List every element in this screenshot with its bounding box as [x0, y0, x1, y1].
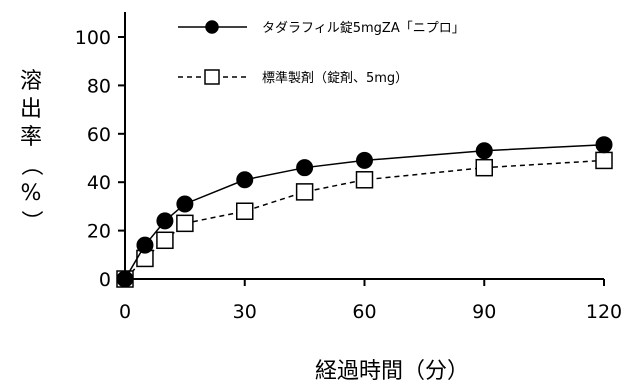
- y-ticks: 0 20 40 60 80 100: [75, 27, 125, 291]
- y-tick-label: 80: [87, 75, 111, 97]
- series-1: [116, 136, 613, 288]
- y-axis-title-char-2: 出: [20, 97, 42, 122]
- y-tick-label: 0: [99, 269, 111, 291]
- series-2-point: [595, 151, 613, 170]
- series-2-point: [236, 202, 254, 220]
- series-1-point: [116, 270, 134, 288]
- x-axis-title: 経過時間（分）: [315, 359, 469, 384]
- legend-label-series-1: タダラフィル錠5mgZA「ニプロ」: [262, 21, 465, 36]
- x-tick-label: 120: [586, 301, 622, 323]
- legend-label-series-2: 標準製剤（錠剤、5mg）: [262, 70, 408, 86]
- y-axis-title-char-4: （: [18, 154, 43, 176]
- series-2-point: [176, 214, 194, 233]
- y-tick-label: 60: [87, 124, 111, 146]
- x-tick-label: 90: [472, 301, 496, 323]
- series-1-point: [356, 151, 373, 169]
- y-axis-title-char-3: 率: [20, 125, 42, 150]
- series-1-point: [156, 212, 174, 230]
- y-tick-label: 20: [87, 221, 111, 243]
- series-layer: [116, 136, 613, 288]
- y-axis-title-char-5: %: [21, 181, 42, 206]
- y-tick-label: 40: [87, 172, 111, 194]
- legend: タダラフィル錠5mgZA「ニプロ」 標準製剤（錠剤、5mg）: [178, 20, 465, 86]
- axes: [124, 12, 604, 280]
- x-tick-label: 60: [352, 301, 376, 323]
- series-2-point: [355, 171, 374, 189]
- series-1-point: [296, 159, 314, 177]
- x-tick-label: 30: [233, 301, 257, 323]
- x-ticks: 0 30 60 90 120: [119, 279, 622, 323]
- series-2-point: [475, 158, 493, 177]
- y-axis-title: 溶 出 率 （ % ）: [18, 69, 43, 232]
- legend-marker-series-2: [204, 69, 220, 85]
- series-2-point: [295, 183, 314, 201]
- legend-marker-series-1: [205, 20, 219, 34]
- x-tick-label: 0: [119, 301, 131, 323]
- series-1-point: [136, 236, 154, 254]
- series-2: [116, 151, 613, 288]
- y-tick-label: 100: [75, 27, 111, 49]
- series-1-point: [595, 136, 613, 154]
- series-1-point: [176, 195, 194, 213]
- y-axis-title-char-6: ）: [18, 210, 43, 232]
- y-axis-title-char-1: 溶: [20, 69, 42, 94]
- series-1-point: [236, 171, 254, 189]
- series-2-point: [156, 231, 174, 250]
- series-1-point: [475, 142, 493, 160]
